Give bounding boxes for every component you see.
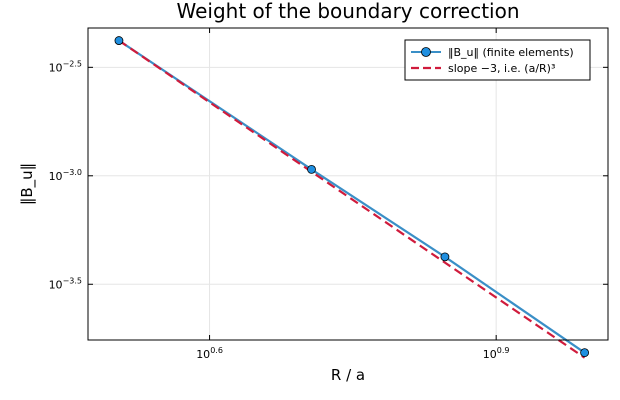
data-point [440,252,450,262]
y-axis-label: ‖B_u‖ [18,163,37,205]
legend-label-slope: slope −3, i.e. (a/R)³ [448,62,555,75]
data-point [307,165,316,174]
legend: ‖B_u‖ (finite elements) slope −3, i.e. (… [404,39,591,81]
y-tick-label: 10−3.0 [49,168,82,183]
ticks: 100.6 100.9 10−2.5 10−3.0 10−3.5 [49,28,608,361]
data-point [114,36,124,45]
y-tick-label: 10−3.5 [49,276,82,291]
series-line-slope [118,39,586,359]
series-layer [114,36,590,359]
legend-box [404,39,591,81]
x-tick-label: 100.6 [196,346,223,361]
legend-marker-finite-elements [421,47,431,57]
chart-title: Weight of the boundary correction [177,0,520,23]
x-tick-label: 100.9 [483,346,510,361]
plot-frame [87,27,609,341]
legend-label-finite-elements: ‖B_u‖ (finite elements) [448,46,574,59]
data-point [580,348,590,358]
y-tick-label: 10−2.5 [49,59,82,74]
x-axis-label: R / a [331,366,365,384]
